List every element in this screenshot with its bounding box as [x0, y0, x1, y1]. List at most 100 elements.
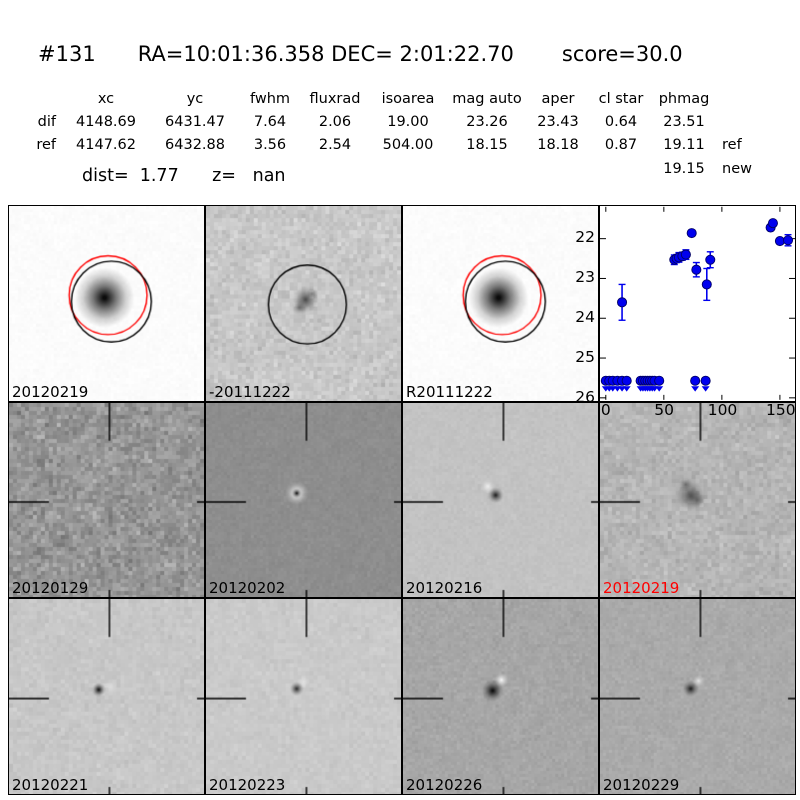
value-cell: 19.11 — [663, 137, 705, 154]
cutout-panel: 20120226 — [402, 598, 599, 795]
value-cell — [448, 158, 526, 181]
x-axis-tick-label: 100 — [707, 401, 738, 419]
cutout-panel: 20120219 — [599, 401, 796, 599]
value-cell: 0.87 — [604, 137, 638, 154]
cutout-panel: 20120229 — [599, 598, 796, 795]
y-axis-tick-label: 22 — [575, 228, 595, 246]
x-axis-tick-label: 50 — [654, 401, 675, 419]
column-header: xc — [97, 91, 115, 107]
cutout-date-label: 20120216 — [406, 579, 483, 598]
photometry-table: xc yc fwhm fluxrad isoarea mag auto aper cl sta… — [24, 88, 760, 181]
cutout-panel: 20120221 — [8, 598, 205, 795]
cutout-date-label: 20120226 — [406, 776, 483, 794]
cutout-image — [9, 402, 204, 598]
cutout-image — [206, 599, 401, 794]
value-cell — [526, 158, 590, 181]
y-axis-tick-label: 24 — [575, 308, 595, 326]
cutout-panel: 20120216 — [402, 401, 599, 599]
cutout-panel: 20120129 — [8, 401, 205, 599]
value-cell — [368, 158, 448, 181]
column-header: phmag — [658, 91, 710, 107]
cutout-panel: 20120202 — [205, 401, 402, 599]
coordinates-text: RA=10:01:36.358 DEC= 2:01:22.70 — [137, 42, 514, 66]
lightcurve-point — [686, 228, 697, 239]
value-cell: 2.06 — [318, 114, 352, 131]
row-label — [24, 88, 60, 111]
y-axis-tick-label: 25 — [575, 348, 595, 366]
value-cell: 23.43 — [537, 114, 579, 131]
cutout-panel: 20120223 — [205, 598, 402, 795]
cutout-image — [206, 206, 401, 401]
value-cell: 0.64 — [604, 114, 638, 131]
photometry-row: ref 4147.62 6432.88 3.56 2.54 504.00 18.15 18.1… — [24, 134, 760, 157]
cutout-image — [600, 599, 795, 794]
lightcurve-point — [705, 254, 716, 265]
value-cell: 19.15 — [663, 160, 705, 177]
value-cell: 23.51 — [663, 114, 705, 131]
distance-redshift-line: dist= 1.77 z= nan — [82, 166, 286, 186]
cutout-date-label: 20120229 — [603, 776, 680, 794]
value-cell: 23.26 — [466, 114, 508, 131]
phmag-suffix: new — [722, 160, 752, 177]
cutout-image — [403, 402, 598, 598]
upper-limit-point — [690, 375, 701, 386]
column-header: isoarea — [381, 91, 435, 107]
column-header: fluxrad — [309, 91, 361, 107]
lightcurve-point — [680, 249, 691, 260]
value-cell: 6432.88 — [165, 137, 225, 154]
x-axis-tick-label: 150 — [766, 401, 796, 419]
cutout-image — [9, 206, 204, 401]
lightcurve-point — [617, 297, 628, 308]
upper-limit-arrow-icon — [691, 386, 700, 392]
lightcurve-plot: 0 50 100 150 22 23 24 25 26 — [575, 205, 796, 419]
lightcurve-point — [783, 235, 794, 246]
value-cell: 7.64 — [253, 114, 287, 131]
value-cell: 19.00 — [387, 114, 429, 131]
phmag-suffix — [716, 111, 760, 134]
column-header: aper — [541, 91, 575, 107]
lightcurve-point — [767, 218, 778, 229]
photometry-row: dif 4148.69 6431.47 7.64 2.06 19.00 23.26 23.43… — [24, 111, 760, 134]
value-cell: 3.56 — [253, 137, 287, 154]
phmag-suffix: ref — [722, 137, 742, 154]
upper-limit-arrow-icon — [701, 386, 710, 392]
column-header: yc — [186, 91, 204, 107]
cutout-panel: -20111222 — [205, 205, 402, 402]
cutout-panel: R20111222 — [402, 205, 599, 402]
cutout-date-label: 20120129 — [12, 579, 89, 598]
x-axis-tick-label: 0 — [600, 401, 611, 419]
cutout-date-label: -20111222 — [209, 382, 291, 401]
upper-limit-arrow-icon — [655, 386, 664, 392]
photometry-row: 19.15 new — [24, 158, 760, 181]
value-cell — [590, 158, 652, 181]
cutout-image — [206, 402, 401, 598]
row-label — [24, 158, 60, 181]
cutout-image — [9, 599, 204, 794]
cutout-image — [403, 206, 598, 401]
figure-title: #131 RA=10:01:36.358 DEC= 2:01:22.70 sco… — [38, 42, 683, 66]
upper-limit-point — [654, 375, 665, 386]
column-header: cl star — [598, 91, 644, 107]
photometry-header-row: xc yc fwhm fluxrad isoarea mag auto aper cl sta… — [24, 88, 760, 111]
value-cell: 4147.62 — [76, 137, 136, 154]
y-axis-tick-label: 23 — [575, 268, 595, 286]
cutout-date-label-highlighted: 20120219 — [603, 579, 680, 598]
upper-limit-arrow-icon — [622, 386, 631, 392]
lightcurve-point — [691, 264, 702, 275]
column-header: mag auto — [452, 91, 522, 107]
cutout-date-label: R20111222 — [406, 382, 493, 401]
object-id: #131 — [38, 42, 96, 66]
phmag-suffix — [716, 88, 760, 111]
row-label: ref — [36, 137, 56, 154]
cutout-grid: 20120219 -20111222 R20111222 0 50 100 150 22… — [8, 205, 796, 795]
value-cell: 6431.47 — [165, 114, 225, 131]
value-cell — [302, 158, 368, 181]
cutout-panel: 20120219 — [8, 205, 205, 402]
lightcurve-canvas — [600, 206, 795, 400]
cutout-date-label: 20120221 — [12, 776, 89, 794]
upper-limit-point — [700, 375, 711, 386]
value-cell: 2.54 — [318, 137, 352, 154]
value-cell: 18.18 — [537, 137, 579, 154]
y-axis-tick-label: 26 — [575, 388, 595, 406]
cutout-date-label: 20120202 — [209, 579, 286, 598]
